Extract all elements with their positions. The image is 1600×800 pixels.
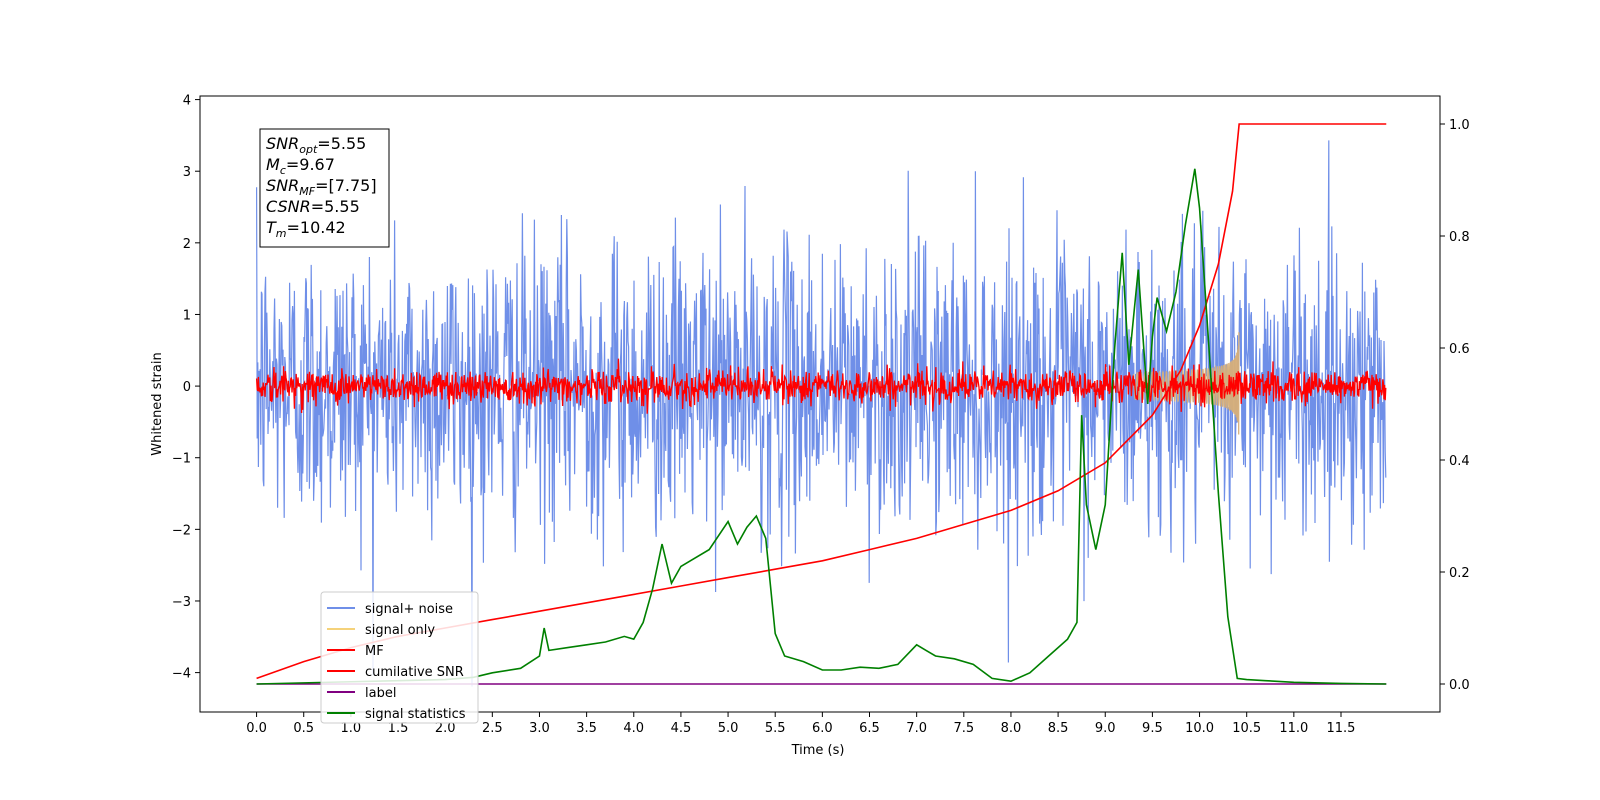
info-value: =5.55 bbox=[311, 197, 360, 216]
info-symbol: M bbox=[266, 155, 280, 174]
legend-label: signal+ noise bbox=[365, 602, 453, 617]
info-line: Mc=9.67 bbox=[266, 155, 335, 177]
y-right-tick-label: 0.6 bbox=[1449, 342, 1470, 357]
y-right-tick-label: 1.0 bbox=[1449, 118, 1470, 133]
info-value: =[7.75] bbox=[315, 176, 377, 195]
series-signal-noise bbox=[256, 140, 1387, 687]
x-tick-label: 1.5 bbox=[388, 721, 409, 736]
x-tick-label: 5.0 bbox=[718, 721, 739, 736]
plot-frame bbox=[199, 95, 1441, 713]
x-tick-label: 2.0 bbox=[435, 721, 456, 736]
x-tick-label: 4.0 bbox=[623, 721, 644, 736]
x-tick-label: 0.0 bbox=[246, 721, 267, 736]
x-axis: 0.0 0.5 1.0 1.5 2.0 2.5 3.0 3.5 4.0 4.5 5.0 5.5 6.0 6… bbox=[246, 712, 1355, 736]
series-signal-statistics bbox=[256, 168, 1387, 685]
legend-label: cumilative SNR bbox=[365, 665, 464, 680]
x-tick-label: 9.0 bbox=[1095, 721, 1116, 736]
info-line: SNRMF=[7.75] bbox=[266, 176, 377, 198]
info-box-frame bbox=[259, 128, 390, 248]
x-tick-label: 10.5 bbox=[1232, 721, 1261, 736]
x-tick-label: 11.5 bbox=[1327, 721, 1356, 736]
x-tick-label: 3.0 bbox=[529, 721, 550, 736]
y-left-tick-label: −3 bbox=[172, 595, 191, 610]
legend-frame bbox=[320, 591, 479, 724]
y-right-tick-label: 0.0 bbox=[1449, 678, 1470, 693]
y-axis-left: 4 3 2 1 0 −1 −2 −3 −4 bbox=[172, 94, 200, 682]
y-axis-right: 1.0 0.8 0.6 0.4 0.2 0.0 bbox=[1440, 118, 1470, 693]
info-subscript: MF bbox=[299, 185, 315, 198]
y-right-tick-label: 0.4 bbox=[1449, 454, 1470, 469]
y-right-tick-label: 0.8 bbox=[1449, 230, 1470, 245]
y-left-tick-label: 2 bbox=[183, 237, 191, 252]
legend-label: signal statistics bbox=[365, 707, 466, 722]
x-tick-label: 11.0 bbox=[1279, 721, 1308, 736]
x-tick-label: 2.5 bbox=[482, 721, 503, 736]
info-symbol: SNR bbox=[266, 176, 299, 195]
x-tick-label: 6.0 bbox=[812, 721, 833, 736]
y-left-tick-label: −2 bbox=[172, 523, 191, 538]
legend-label: signal only bbox=[365, 623, 435, 638]
info-symbol: CSNR bbox=[266, 197, 311, 216]
info-subscript: c bbox=[280, 164, 286, 177]
x-tick-label: 3.5 bbox=[576, 721, 597, 736]
x-tick-label: 8.0 bbox=[1001, 721, 1022, 736]
x-tick-label: 1.0 bbox=[341, 721, 362, 736]
x-tick-label: 5.5 bbox=[765, 721, 786, 736]
info-line: CSNR=5.55 bbox=[266, 197, 360, 216]
y-left-tick-label: 0 bbox=[183, 380, 191, 395]
y-axis-label: Whitened strain bbox=[150, 352, 165, 455]
info-symbol: T bbox=[266, 218, 277, 237]
y-left-tick-label: −4 bbox=[172, 667, 191, 682]
info-value: =9.67 bbox=[286, 155, 335, 174]
x-tick-label: 4.5 bbox=[671, 721, 692, 736]
x-tick-label: 7.0 bbox=[906, 721, 927, 736]
x-tick-label: 9.5 bbox=[1142, 721, 1163, 736]
y-left-tick-label: 1 bbox=[183, 308, 191, 323]
y-left-tick-label: 4 bbox=[183, 94, 191, 109]
x-tick-label: 0.5 bbox=[293, 721, 314, 736]
info-line: SNRopt=5.55 bbox=[266, 134, 366, 156]
info-subscript: opt bbox=[299, 143, 318, 156]
info-symbol: SNR bbox=[266, 134, 299, 153]
info-line: Tm=10.42 bbox=[266, 218, 346, 240]
info-value: =5.55 bbox=[317, 134, 366, 153]
series-mf bbox=[255, 358, 1387, 414]
y-left-tick-label: −1 bbox=[172, 452, 191, 467]
x-tick-label: 7.5 bbox=[953, 721, 974, 736]
legend-label: label bbox=[365, 686, 396, 701]
legend: signal+ noise signal only MF cumilative SNR… bbox=[320, 591, 479, 724]
info-subscript: m bbox=[276, 227, 287, 240]
x-tick-label: 8.5 bbox=[1048, 721, 1069, 736]
y-right-tick-label: 0.2 bbox=[1449, 566, 1470, 581]
x-tick-label: 10.0 bbox=[1185, 721, 1214, 736]
x-tick-label: 6.5 bbox=[859, 721, 880, 736]
x-axis-label: Time (s) bbox=[791, 743, 845, 758]
y-left-tick-label: 3 bbox=[183, 165, 191, 180]
info-box: SNRopt=5.55Mc=9.67SNRMF=[7.75]CSNR=5.55T… bbox=[259, 128, 390, 248]
legend-label: MF bbox=[365, 644, 384, 659]
info-value: =10.42 bbox=[287, 218, 346, 237]
